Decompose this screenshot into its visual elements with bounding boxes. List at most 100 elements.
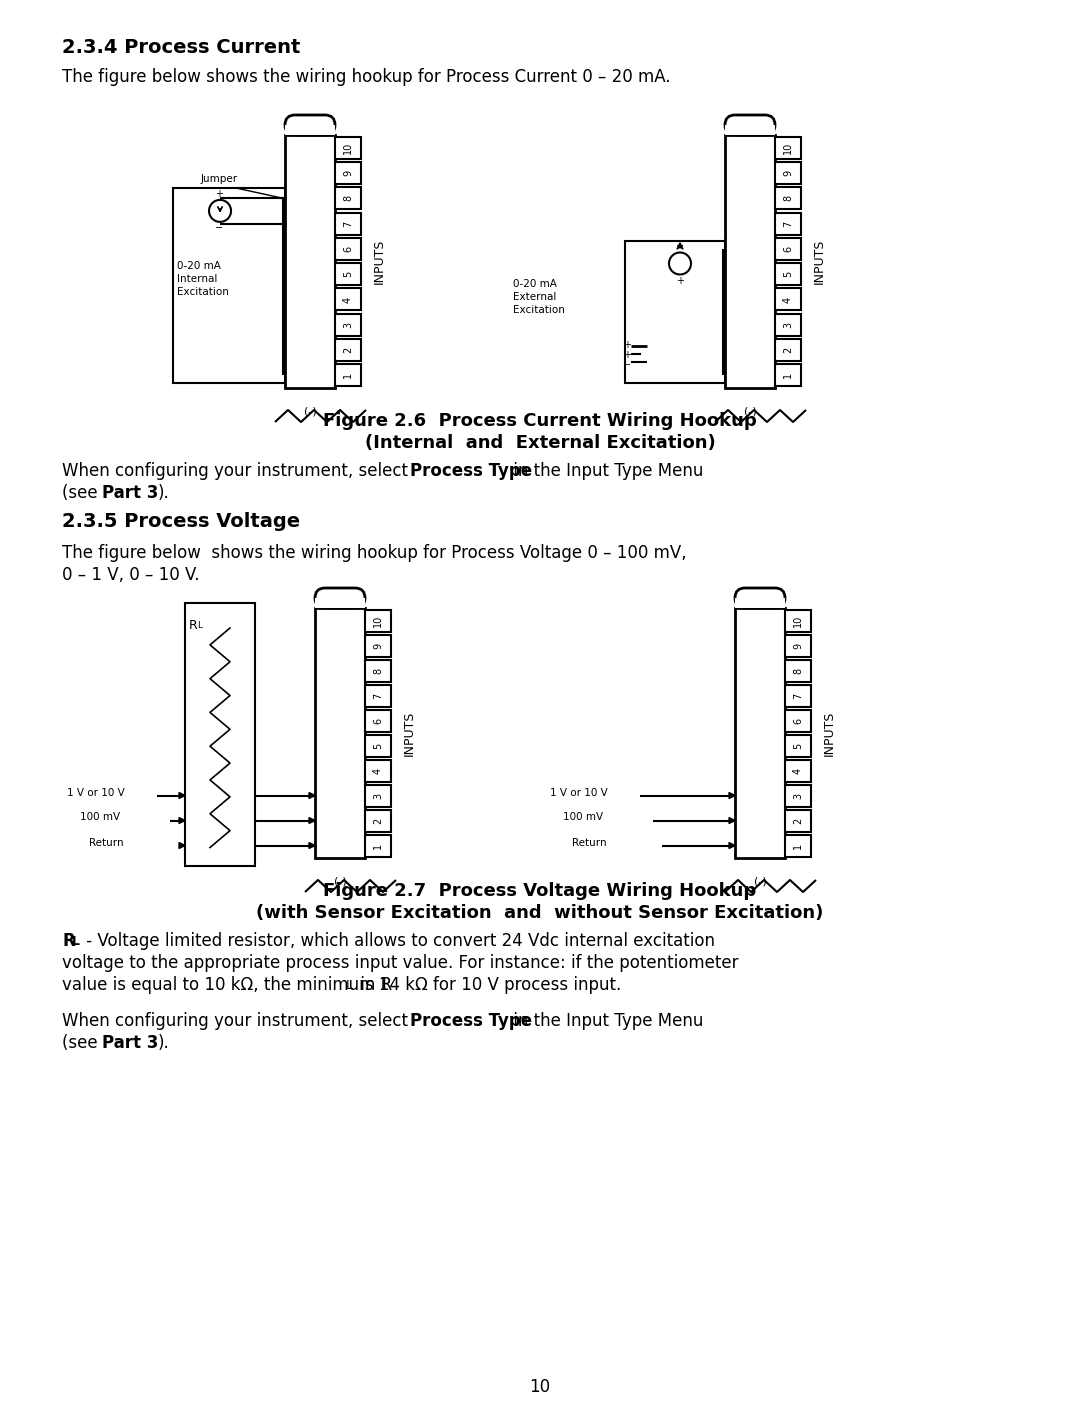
Text: 1 V or 10 V: 1 V or 10 V (550, 788, 608, 798)
Text: Process Type: Process Type (410, 1012, 532, 1029)
Text: L: L (346, 979, 353, 993)
Bar (365, 785, 391, 806)
Bar (365, 709, 391, 731)
Polygon shape (729, 843, 735, 849)
Bar (365, 634, 391, 657)
Bar (185, 603, 255, 866)
Text: 10: 10 (793, 614, 804, 627)
Text: 2.3.5 Process Voltage: 2.3.5 Process Voltage (62, 513, 300, 531)
Text: 1 V or 10 V: 1 V or 10 V (67, 788, 125, 798)
Bar (785, 760, 811, 781)
Text: Excitation: Excitation (177, 287, 229, 297)
Text: 8: 8 (783, 195, 793, 202)
Text: Figure 2.6  Process Current Wiring Hookup: Figure 2.6 Process Current Wiring Hookup (323, 412, 757, 431)
Bar (365, 809, 391, 832)
Bar (775, 188, 801, 209)
Text: 9: 9 (793, 642, 804, 648)
FancyBboxPatch shape (315, 587, 365, 609)
Text: - Voltage limited resistor, which allows to convert 24 Vdc internal excitation: - Voltage limited resistor, which allows… (81, 932, 715, 950)
Text: R: R (189, 618, 198, 633)
Text: (see: (see (62, 1034, 103, 1052)
Bar (775, 137, 801, 158)
Text: 9: 9 (783, 169, 793, 176)
Bar (785, 685, 811, 706)
Bar (625, 241, 725, 383)
FancyBboxPatch shape (285, 114, 335, 136)
Bar (785, 610, 811, 631)
Bar (775, 237, 801, 260)
Bar (335, 288, 361, 311)
Text: −: − (623, 360, 631, 370)
FancyBboxPatch shape (725, 114, 775, 136)
Text: 100 mV: 100 mV (563, 812, 603, 823)
Bar (785, 834, 811, 857)
Text: 7: 7 (793, 692, 804, 699)
Text: 4: 4 (373, 768, 383, 774)
Bar (725, 136, 775, 388)
Text: L: L (72, 935, 80, 947)
Text: Return: Return (89, 837, 123, 847)
Text: (Internal  and  External Excitation): (Internal and External Excitation) (365, 433, 715, 452)
Bar (335, 339, 361, 361)
Text: 2: 2 (343, 347, 353, 353)
Bar (335, 188, 361, 209)
Polygon shape (729, 792, 735, 799)
Text: INPUTS: INPUTS (812, 239, 825, 284)
Bar (365, 659, 391, 682)
Text: 3: 3 (343, 322, 353, 328)
Text: 1: 1 (783, 373, 793, 378)
Bar (785, 809, 811, 832)
Text: 7: 7 (343, 220, 353, 227)
Bar (735, 599, 785, 609)
Text: 1: 1 (373, 843, 383, 849)
Text: ).: ). (158, 1034, 170, 1052)
Text: 9: 9 (373, 642, 383, 648)
Text: (-): (-) (303, 407, 316, 417)
Text: 8: 8 (793, 668, 804, 674)
Bar (365, 834, 391, 857)
Bar (785, 659, 811, 682)
Text: value is equal to 10 kΩ, the minimum R: value is equal to 10 kΩ, the minimum R (62, 976, 392, 994)
Text: 0-20 mA: 0-20 mA (177, 261, 221, 271)
Polygon shape (179, 843, 185, 849)
Text: 3: 3 (783, 322, 793, 328)
Bar (365, 760, 391, 781)
Text: 100 mV: 100 mV (80, 812, 120, 823)
Text: 10: 10 (529, 1378, 551, 1396)
Text: (see: (see (62, 484, 103, 503)
Text: 10: 10 (343, 141, 353, 154)
Text: 3: 3 (373, 792, 383, 799)
Text: 0 – 1 V, 0 – 10 V.: 0 – 1 V, 0 – 10 V. (62, 566, 200, 585)
Bar (775, 339, 801, 361)
Bar (335, 162, 361, 184)
Polygon shape (729, 818, 735, 823)
Text: The figure below shows the wiring hookup for Process Current 0 – 20 mA.: The figure below shows the wiring hookup… (62, 68, 671, 86)
Polygon shape (179, 818, 185, 823)
Bar (365, 734, 391, 757)
Polygon shape (309, 843, 315, 849)
Bar (775, 162, 801, 184)
Text: Part 3: Part 3 (102, 484, 159, 503)
Bar (315, 599, 365, 609)
Bar (725, 126, 775, 136)
Bar (785, 734, 811, 757)
Bar (335, 213, 361, 234)
Text: 5: 5 (373, 743, 383, 748)
Text: +: + (676, 275, 684, 285)
Text: voltage to the appropriate process input value. For instance: if the potentiomet: voltage to the appropriate process input… (62, 955, 739, 971)
Bar (335, 237, 361, 260)
Text: 4: 4 (343, 297, 353, 302)
Bar (285, 136, 335, 388)
Text: in the Input Type Menu: in the Input Type Menu (508, 1012, 703, 1029)
Text: 0-20 mA: 0-20 mA (513, 280, 557, 289)
Text: Figure 2.7  Process Voltage Wiring Hookup: Figure 2.7 Process Voltage Wiring Hookup (323, 882, 757, 899)
Text: 8: 8 (373, 668, 383, 674)
Text: Excitation: Excitation (513, 305, 565, 315)
Text: 2: 2 (793, 818, 804, 823)
Text: Part 3: Part 3 (102, 1034, 159, 1052)
Text: The figure below  shows the wiring hookup for Process Voltage 0 – 100 mV,: The figure below shows the wiring hookup… (62, 544, 687, 562)
Text: When configuring your instrument, select: When configuring your instrument, select (62, 462, 414, 480)
Text: 10: 10 (373, 614, 383, 627)
Text: R: R (62, 932, 75, 950)
Text: 2: 2 (373, 818, 383, 823)
